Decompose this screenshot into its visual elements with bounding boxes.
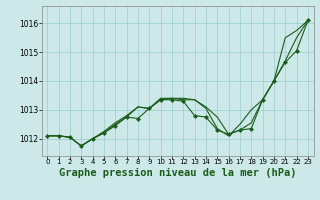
- X-axis label: Graphe pression niveau de la mer (hPa): Graphe pression niveau de la mer (hPa): [59, 168, 296, 178]
